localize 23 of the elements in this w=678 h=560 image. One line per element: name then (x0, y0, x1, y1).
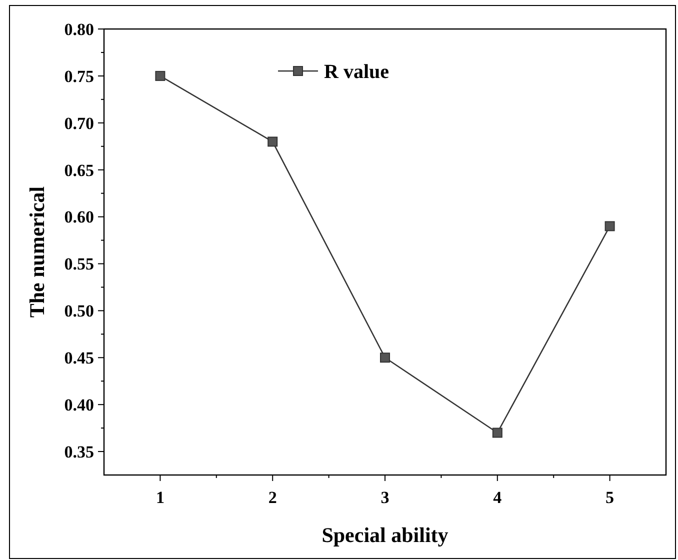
point (492, 428, 502, 438)
y-axis-title: The numerical (25, 186, 49, 318)
y-tick-label: 0.60 (64, 208, 94, 227)
y-tick-label: 0.55 (64, 254, 94, 274)
x-tick-label: 5 (606, 488, 614, 507)
y-tick-label: 0.35 (64, 442, 94, 462)
y-tick-label: 0.45 (64, 348, 94, 368)
point (268, 136, 278, 147)
x-tick-label: 2 (268, 488, 277, 507)
y-tick-label: 0.50 (64, 302, 94, 321)
y-tick-label: 0.80 (64, 20, 94, 39)
y-tick-label: 0.40 (64, 396, 94, 415)
x-axis-title: Special ability (322, 523, 449, 547)
point (604, 221, 615, 232)
y-tick-label: 0.75 (64, 66, 94, 86)
x-tick-label: 3 (380, 488, 390, 507)
legend-label: R value (324, 61, 390, 83)
point (380, 352, 390, 363)
point (155, 70, 166, 81)
y-tick-label: 0.70 (64, 114, 94, 133)
x-tick-label: 1 (156, 488, 164, 507)
y-tick-label: 0.65 (64, 160, 94, 180)
x-tick-label: 4 (493, 488, 502, 507)
